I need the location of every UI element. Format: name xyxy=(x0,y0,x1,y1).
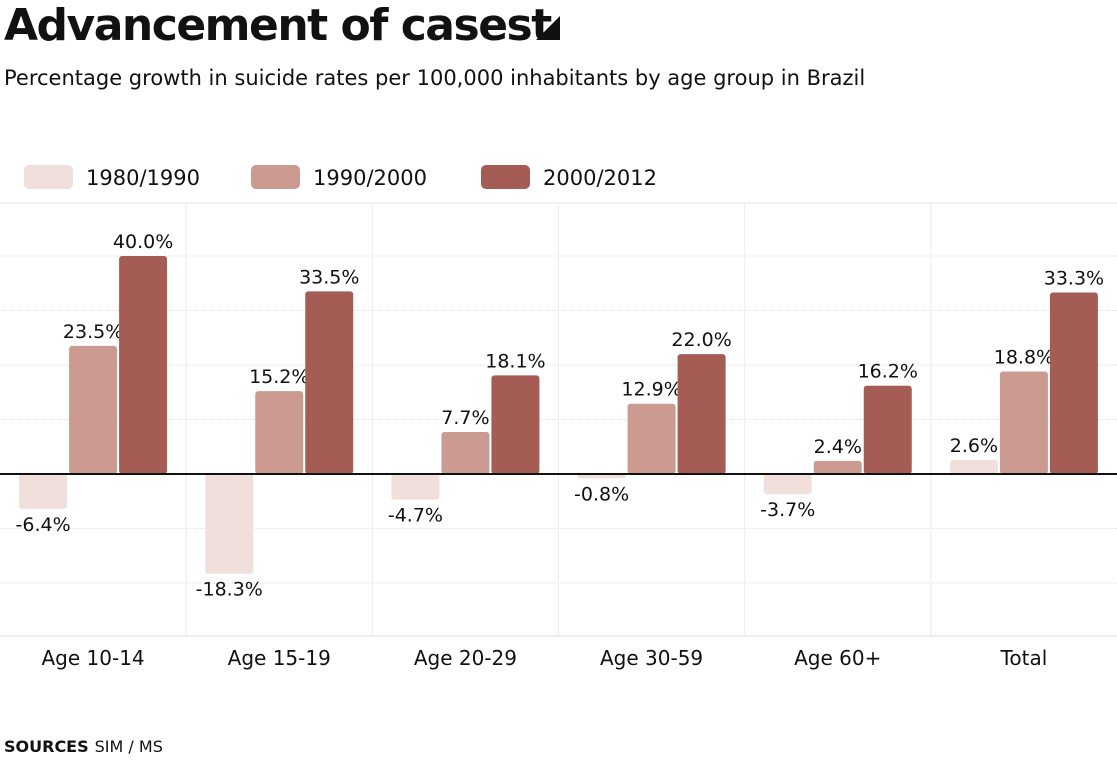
data-label: 40.0% xyxy=(113,231,173,253)
x-tick-label: Age 15-19 xyxy=(228,646,331,670)
data-label: 33.5% xyxy=(299,266,359,288)
chart-title: Advancement of casest xyxy=(4,0,552,51)
data-label: 7.7% xyxy=(441,407,489,429)
legend-label: 1980/1990 xyxy=(86,166,200,190)
data-label: -4.7% xyxy=(388,505,443,527)
bar-3 xyxy=(1049,292,1098,474)
data-label: 2.4% xyxy=(814,436,862,458)
x-tick-label: Age 60+ xyxy=(794,646,881,670)
legend-swatch-2 xyxy=(251,165,300,189)
bar-3 xyxy=(491,375,540,474)
data-label: -18.3% xyxy=(196,579,263,601)
bar-2 xyxy=(441,432,490,474)
legend-label: 2000/2012 xyxy=(543,166,657,190)
data-label: 12.9% xyxy=(621,379,681,401)
data-label: 23.5% xyxy=(63,321,123,343)
bar-1 xyxy=(205,474,254,574)
data-label: 18.8% xyxy=(994,347,1054,369)
bar-2 xyxy=(69,345,118,474)
bar-2 xyxy=(627,403,676,474)
bar-3 xyxy=(305,291,354,474)
bar-1 xyxy=(19,474,68,509)
bar-3 xyxy=(863,385,912,474)
bar-1 xyxy=(577,474,626,479)
data-label: -3.7% xyxy=(760,499,815,521)
source-note: SOURCES SIM / MS xyxy=(4,737,163,756)
x-tick-label: Age 30-59 xyxy=(600,646,703,670)
bar-1 xyxy=(763,474,812,495)
data-label: -0.8% xyxy=(574,483,629,505)
bar-3 xyxy=(119,256,168,474)
legend-swatch-3 xyxy=(481,165,530,189)
data-label: 15.2% xyxy=(249,366,309,388)
data-label: 2.6% xyxy=(950,435,998,457)
data-label: 18.1% xyxy=(485,350,545,372)
bar-1 xyxy=(391,474,440,500)
source-text: SIM / MS xyxy=(94,737,163,756)
bar-2 xyxy=(999,371,1048,474)
legend-swatch-1 xyxy=(24,165,73,189)
triangle-marker-icon xyxy=(536,16,560,40)
x-tick-label: Total xyxy=(1000,646,1048,670)
data-label: -6.4% xyxy=(16,514,71,536)
x-tick-label: Age 10-14 xyxy=(42,646,145,670)
chart-subtitle: Percentage growth in suicide rates per 1… xyxy=(4,66,866,90)
bar-3 xyxy=(677,354,726,474)
data-label: 16.2% xyxy=(858,361,918,383)
source-label: SOURCES xyxy=(4,737,89,756)
legend-label: 1990/2000 xyxy=(313,166,427,190)
x-tick-label: Age 20-29 xyxy=(414,646,517,670)
data-label: 33.3% xyxy=(1044,268,1104,290)
data-label: 22.0% xyxy=(671,329,731,351)
bar-2 xyxy=(255,391,304,474)
bar-1 xyxy=(949,459,998,474)
bar-2 xyxy=(813,460,862,474)
